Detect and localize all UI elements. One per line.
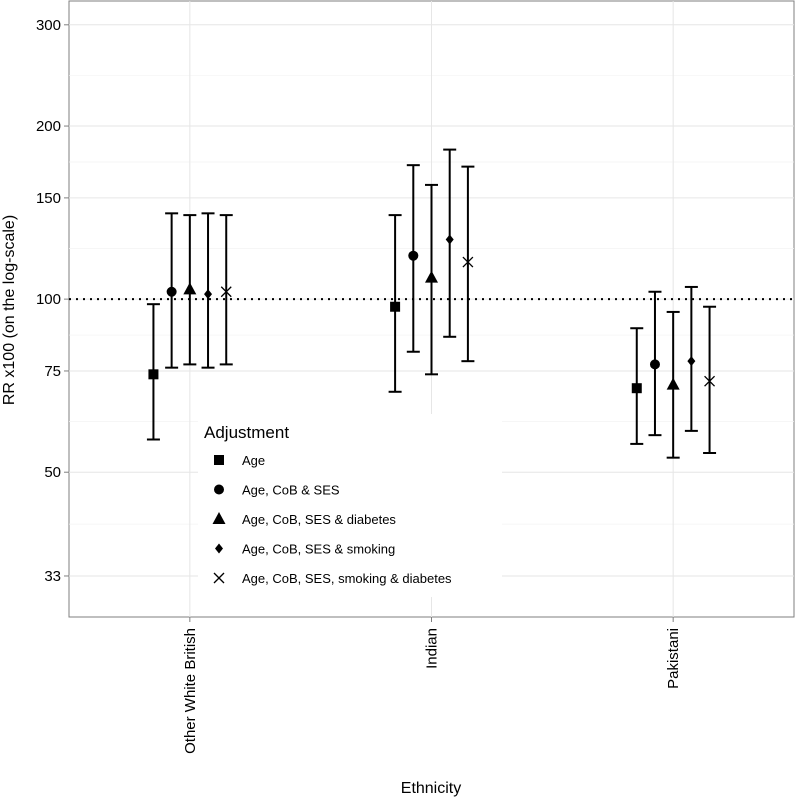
error-bar-point (219, 214, 233, 366)
legend: Adjustment Age Age, CoB & SES Age, CoB, SE… (198, 414, 502, 597)
x-tick-label: Indian (424, 628, 441, 669)
y-tick-label: 100 (36, 291, 61, 308)
point-marker-cross (462, 256, 474, 268)
error-bar-point (703, 305, 717, 454)
legend-label: Age (242, 453, 265, 468)
legend-key-circle (214, 484, 224, 495)
legend-key-square (214, 455, 224, 465)
data-marks (146, 148, 717, 459)
legend-key-triangle (212, 512, 226, 524)
legend-key-cross (213, 572, 225, 584)
point-marker-triangle (666, 377, 680, 390)
error-bar-point (684, 285, 698, 432)
error-bar-point (201, 212, 215, 369)
cross-stroke (220, 286, 232, 298)
error-bar-point (648, 290, 662, 437)
cross-stroke (704, 375, 716, 387)
legend-title: Adjustment (204, 423, 289, 442)
legend-label: Age, CoB, SES & smoking (242, 542, 395, 557)
error-bar-point (165, 212, 179, 369)
x-tick-label: Other White British (182, 628, 199, 754)
legend-box (198, 414, 502, 597)
cross-stroke (213, 572, 225, 584)
y-tick-label: 33 (44, 568, 61, 585)
point-marker-circle (408, 250, 419, 261)
point-marker-square (148, 369, 159, 380)
x-axis-ticks: Other White British Indian Pakistani (182, 617, 682, 754)
y-tick-label: 50 (44, 464, 61, 481)
y-tick-label: 75 (44, 363, 61, 380)
point-marker-square (390, 301, 401, 312)
point-marker-triangle (425, 270, 438, 283)
legend-key-diamond (215, 543, 223, 554)
y-axis-label: RR x100 (on the log-scale) (1, 215, 18, 405)
error-bar-point (146, 303, 160, 441)
y-tick-label: 300 (36, 17, 61, 34)
legend-label: Age, CoB & SES (242, 483, 340, 498)
error-bar-point (388, 214, 402, 393)
error-bar-point (461, 165, 475, 363)
error-bar-point (630, 327, 644, 445)
y-axis-ticks: 33 50 75 100 150 200 300 (36, 17, 69, 585)
legend-label: Age, CoB, SES, smoking & diabetes (242, 571, 452, 586)
error-bar-point (406, 164, 420, 353)
point-marker-square (631, 383, 642, 394)
error-bar-point (666, 310, 680, 459)
point-marker-circle (166, 286, 177, 297)
point-marker-diamond (204, 289, 213, 300)
error-bar-point (443, 148, 457, 338)
point-marker-circle (649, 359, 660, 370)
point-marker-triangle (183, 282, 197, 295)
y-tick-label: 150 (36, 190, 61, 207)
cross-stroke (462, 256, 474, 268)
legend-label: Age, CoB, SES & diabetes (242, 512, 396, 527)
y-tick-label: 200 (36, 118, 61, 135)
point-marker-diamond (445, 234, 454, 245)
x-axis-label: Ethnicity (401, 780, 461, 797)
point-marker-cross (220, 286, 232, 298)
error-bar-point (425, 183, 438, 376)
error-bar-point (183, 214, 197, 366)
point-marker-cross (704, 375, 716, 387)
x-tick-label: Pakistani (665, 628, 682, 689)
point-marker-diamond (687, 356, 696, 367)
